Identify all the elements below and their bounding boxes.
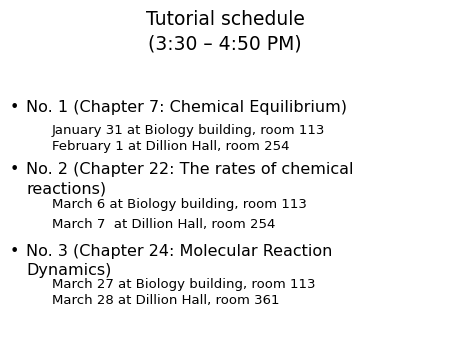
Text: March 28 at Dillion Hall, room 361: March 28 at Dillion Hall, room 361 xyxy=(52,294,279,307)
Text: No. 3 (Chapter 24: Molecular Reaction
Dynamics): No. 3 (Chapter 24: Molecular Reaction Dy… xyxy=(26,244,333,278)
Text: •: • xyxy=(10,244,19,259)
Text: March 6 at Biology building, room 113: March 6 at Biology building, room 113 xyxy=(52,198,307,211)
Text: •: • xyxy=(10,100,19,115)
Text: March 27 at Biology building, room 113: March 27 at Biology building, room 113 xyxy=(52,278,315,291)
Text: No. 1 (Chapter 7: Chemical Equilibrium): No. 1 (Chapter 7: Chemical Equilibrium) xyxy=(26,100,347,115)
Text: No. 2 (Chapter 22: The rates of chemical
reactions): No. 2 (Chapter 22: The rates of chemical… xyxy=(26,162,354,196)
Text: •: • xyxy=(10,162,19,177)
Text: January 31 at Biology building, room 113: January 31 at Biology building, room 113 xyxy=(52,124,325,137)
Text: February 1 at Dillion Hall, room 254: February 1 at Dillion Hall, room 254 xyxy=(52,140,289,153)
Text: Tutorial schedule
(3:30 – 4:50 PM): Tutorial schedule (3:30 – 4:50 PM) xyxy=(145,10,305,54)
Text: March 7  at Dillion Hall, room 254: March 7 at Dillion Hall, room 254 xyxy=(52,218,275,231)
